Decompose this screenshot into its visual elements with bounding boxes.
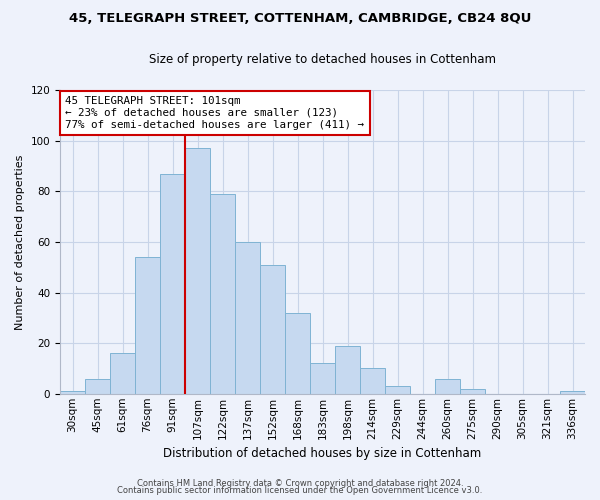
Text: Contains HM Land Registry data © Crown copyright and database right 2024.: Contains HM Land Registry data © Crown c…	[137, 478, 463, 488]
Bar	[135, 257, 160, 394]
Bar	[185, 148, 210, 394]
Bar	[85, 378, 110, 394]
Bar	[235, 242, 260, 394]
Bar	[110, 354, 135, 394]
Bar	[260, 265, 285, 394]
Bar	[160, 174, 185, 394]
Bar	[310, 364, 335, 394]
Bar	[460, 388, 485, 394]
Text: Contains public sector information licensed under the Open Government Licence v3: Contains public sector information licen…	[118, 486, 482, 495]
Bar	[285, 313, 310, 394]
Bar	[210, 194, 235, 394]
Bar	[385, 386, 410, 394]
Bar	[435, 378, 460, 394]
Title: Size of property relative to detached houses in Cottenham: Size of property relative to detached ho…	[149, 52, 496, 66]
Text: 45, TELEGRAPH STREET, COTTENHAM, CAMBRIDGE, CB24 8QU: 45, TELEGRAPH STREET, COTTENHAM, CAMBRID…	[69, 12, 531, 26]
X-axis label: Distribution of detached houses by size in Cottenham: Distribution of detached houses by size …	[163, 447, 482, 460]
Bar	[60, 391, 85, 394]
Y-axis label: Number of detached properties: Number of detached properties	[15, 154, 25, 330]
Bar	[360, 368, 385, 394]
Bar	[335, 346, 360, 394]
Bar	[560, 391, 585, 394]
Text: 45 TELEGRAPH STREET: 101sqm
← 23% of detached houses are smaller (123)
77% of se: 45 TELEGRAPH STREET: 101sqm ← 23% of det…	[65, 96, 364, 130]
